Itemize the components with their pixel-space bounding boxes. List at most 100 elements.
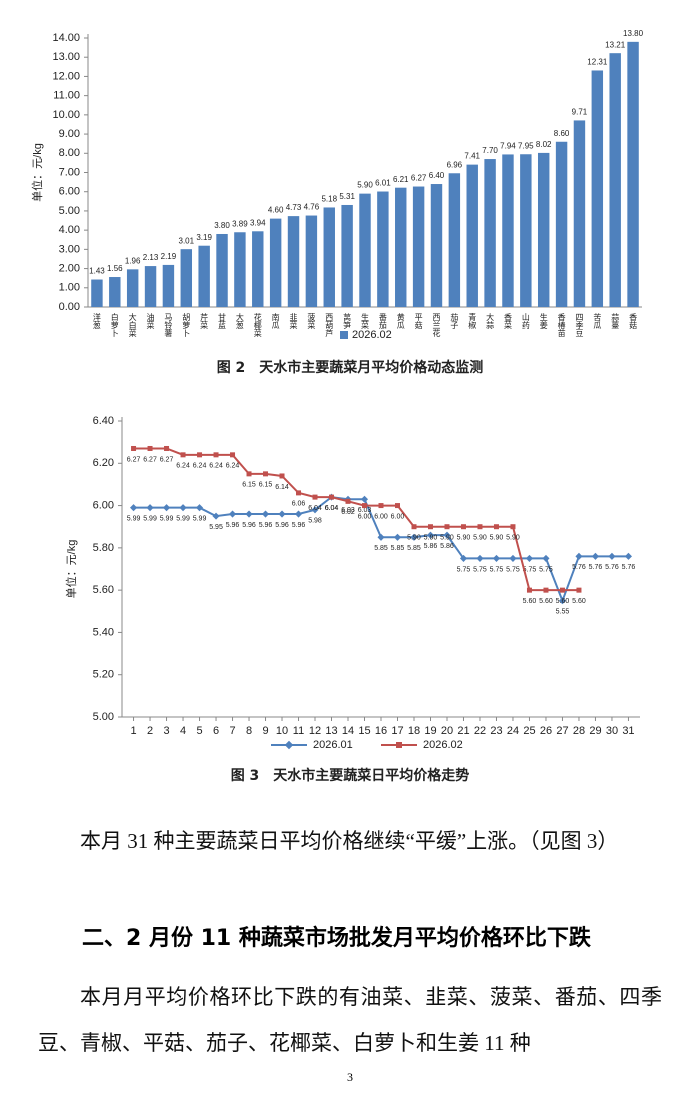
y-tick-label: 0.00 — [59, 301, 80, 313]
legend-label: 2026.02 — [352, 329, 392, 341]
point — [131, 445, 137, 451]
series-line — [133, 447, 579, 592]
y-axis-label: 单位：元/kg — [30, 143, 44, 202]
point — [197, 452, 203, 458]
data-label: 12.31 — [587, 58, 608, 67]
data-label: 1.43 — [89, 267, 105, 276]
bar — [198, 245, 210, 307]
x-tick-label: 茄子 — [450, 312, 459, 329]
y-tick-label: 5.80 — [93, 542, 114, 554]
data-label: 5.75 — [457, 566, 471, 573]
y-axis-label: 单位：元/kg — [64, 540, 78, 599]
y-tick-label: 13.00 — [52, 51, 80, 63]
point — [179, 504, 187, 512]
x-tick-label: 四季豆 — [575, 313, 584, 337]
x-tick-label: 7 — [229, 725, 235, 737]
point — [591, 552, 599, 560]
point — [444, 524, 450, 530]
bar — [91, 279, 103, 307]
bar — [252, 231, 264, 307]
point — [394, 503, 400, 509]
x-tick-label: 甘蓝 — [218, 312, 227, 329]
data-label: 2.19 — [161, 252, 177, 261]
x-tick-label: 大蒜 — [486, 312, 495, 329]
data-label: 6.24 — [193, 463, 207, 470]
point — [377, 533, 385, 541]
data-label: 5.90 — [473, 535, 487, 542]
data-label: 6.04 — [325, 505, 339, 512]
data-label: 5.76 — [622, 564, 636, 571]
x-tick-label: 22 — [474, 725, 486, 737]
data-label: 6.27 — [127, 456, 141, 463]
data-label: 4.73 — [286, 203, 302, 212]
x-tick-label: 生姜 — [539, 312, 548, 329]
data-label: 5.90 — [357, 181, 373, 190]
data-label: 8.02 — [536, 140, 552, 149]
data-label: 5.90 — [490, 535, 504, 542]
x-tick-label: 20 — [441, 725, 453, 737]
point — [180, 452, 186, 458]
x-tick-label: 香菜 — [503, 312, 512, 330]
point — [427, 524, 433, 530]
y-tick-label: 5.60 — [93, 584, 114, 596]
data-label: 6.24 — [226, 463, 240, 470]
section-heading: 二、2 月份 11 种蔬菜市场批发月平均价格环比下跌 — [82, 926, 591, 951]
x-tick-label: 生菜 — [361, 312, 370, 330]
point — [542, 554, 550, 562]
x-tick-label: 18 — [408, 725, 420, 737]
bar — [269, 218, 282, 307]
x-tick-label: 6 — [213, 725, 219, 737]
point — [130, 504, 138, 512]
bar — [126, 269, 139, 307]
point — [558, 597, 567, 605]
data-label: 5.99 — [127, 516, 141, 523]
data-label: 5.90 — [440, 535, 454, 542]
x-tick-label: 4 — [180, 725, 186, 737]
point — [213, 452, 219, 458]
point — [294, 510, 303, 518]
data-label: 5.96 — [259, 522, 273, 529]
data-label: 5.99 — [176, 516, 190, 523]
y-tick-label: 6.40 — [93, 415, 114, 427]
point — [510, 524, 516, 530]
x-tick-label: 8 — [246, 725, 252, 737]
x-tick-label: 青椒 — [468, 312, 477, 330]
bar — [287, 216, 300, 307]
y-tick-label: 12.00 — [52, 70, 80, 82]
data-label: 5.96 — [226, 522, 240, 529]
data-label: 6.04 — [308, 505, 322, 512]
x-tick-label: 11 — [293, 725, 304, 737]
data-label: 13.80 — [623, 29, 644, 38]
bar — [162, 264, 175, 307]
y-tick-label: 6.00 — [93, 499, 114, 511]
point — [477, 524, 483, 530]
data-label: 5.76 — [605, 564, 619, 571]
data-label: 6.24 — [209, 463, 223, 470]
bar — [609, 53, 621, 307]
point — [164, 445, 170, 451]
data-label: 5.60 — [539, 598, 553, 605]
point — [608, 552, 616, 560]
y-tick-label: 3.00 — [59, 243, 80, 255]
data-label: 6.21 — [393, 175, 409, 184]
x-tick-label: 香菇 — [629, 312, 638, 330]
x-tick-label: 大白菜 — [128, 312, 137, 338]
point — [261, 510, 270, 518]
x-tick-label: 苦瓜 — [593, 312, 602, 329]
data-label: 6.27 — [143, 456, 157, 463]
data-label: 1.56 — [107, 264, 123, 273]
data-label: 5.96 — [292, 522, 306, 529]
x-tick-label: 27 — [556, 725, 568, 737]
data-label: 5.60 — [572, 598, 586, 605]
x-tick-label: 23 — [490, 725, 502, 737]
data-label: 6.15 — [242, 482, 256, 489]
legend-label: 2026.01 — [313, 739, 353, 751]
y-tick-label: 9.00 — [59, 128, 80, 140]
x-tick-label: 30 — [606, 725, 618, 737]
x-tick-label: 菠菜 — [307, 312, 316, 330]
point — [460, 524, 466, 530]
y-tick-label: 14.00 — [52, 32, 80, 44]
x-tick-label: 韭菜 — [289, 312, 298, 330]
data-label: 6.00 — [391, 513, 405, 520]
data-label: 5.75 — [490, 566, 504, 573]
